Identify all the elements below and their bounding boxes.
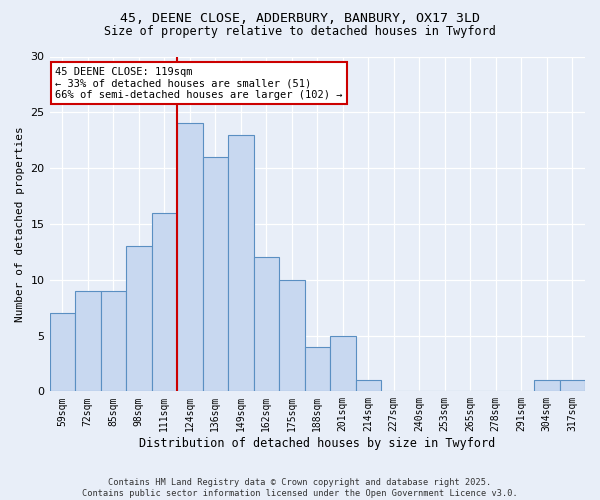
Bar [101,291,126,392]
Text: 45, DEENE CLOSE, ADDERBURY, BANBURY, OX17 3LD: 45, DEENE CLOSE, ADDERBURY, BANBURY, OX1… [120,12,480,26]
Bar [279,280,305,392]
Y-axis label: Number of detached properties: Number of detached properties [15,126,25,322]
Bar [356,380,381,392]
Bar [126,246,152,392]
Text: Contains HM Land Registry data © Crown copyright and database right 2025.
Contai: Contains HM Land Registry data © Crown c… [82,478,518,498]
Bar [203,157,228,392]
Bar [50,313,75,392]
Bar [177,124,203,392]
Text: Size of property relative to detached houses in Twyford: Size of property relative to detached ho… [104,25,496,38]
Bar [75,291,101,392]
Bar [305,346,330,392]
Bar [228,134,254,392]
Text: 45 DEENE CLOSE: 119sqm
← 33% of detached houses are smaller (51)
66% of semi-det: 45 DEENE CLOSE: 119sqm ← 33% of detached… [55,66,343,100]
Bar [534,380,560,392]
Bar [330,336,356,392]
Bar [152,213,177,392]
Bar [560,380,585,392]
X-axis label: Distribution of detached houses by size in Twyford: Distribution of detached houses by size … [139,437,496,450]
Bar [254,258,279,392]
